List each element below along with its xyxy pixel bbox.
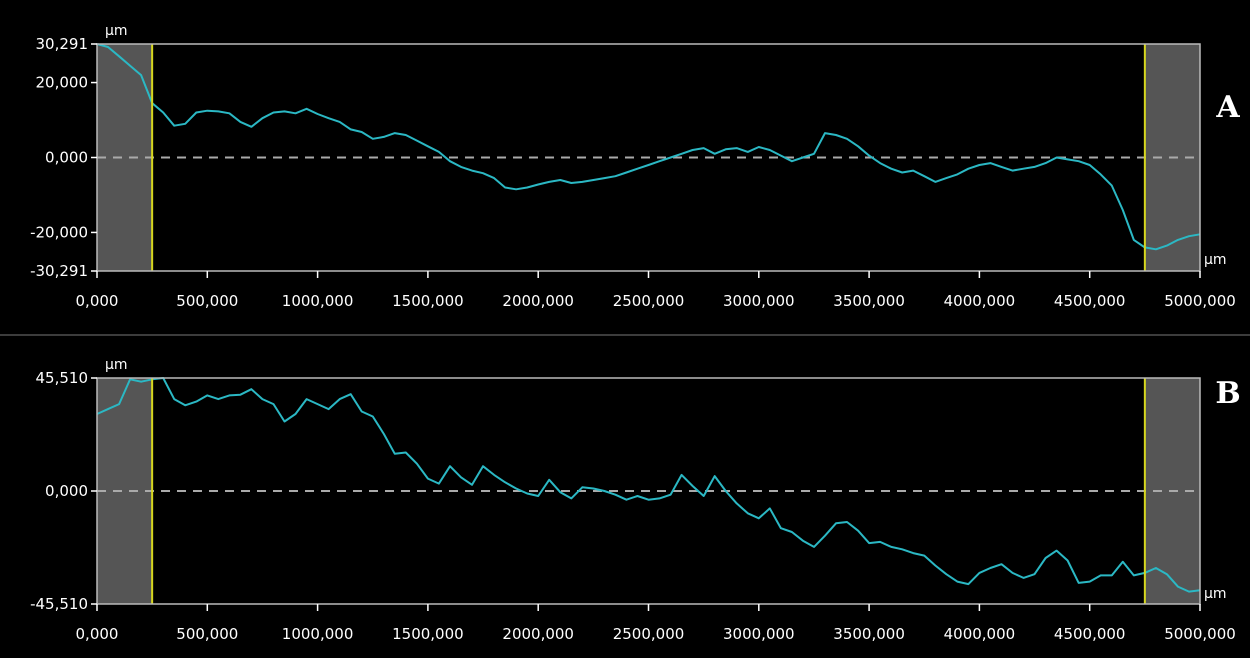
y-tick-label: 0,000 (45, 482, 88, 500)
x-tick-label: 1500,000 (392, 625, 464, 643)
x-tick-label: 4500,000 (1054, 292, 1126, 310)
x-tick-label: 0,000 (76, 292, 119, 310)
x-unit-label: µm (1204, 252, 1227, 268)
x-tick-label: 0,000 (76, 625, 119, 643)
x-tick-label: 3500,000 (833, 625, 905, 643)
x-tick-label: 4000,000 (944, 625, 1016, 643)
panel-label-b: B (1215, 376, 1240, 411)
x-tick-label: 500,000 (176, 292, 238, 310)
y-unit-label: µm (105, 23, 128, 39)
x-tick-label: 1000,000 (282, 292, 354, 310)
x-tick-label: 1000,000 (282, 625, 354, 643)
panel-a: 30,291 20,000 0,000 -20,000 -30,291 0,000 500,… (30, 23, 1240, 310)
x-tick-label: 3500,000 (833, 292, 905, 310)
x-unit-label: µm (1204, 586, 1227, 602)
y-tick-label: 0,000 (45, 149, 88, 167)
y-unit-label: µm (105, 357, 128, 373)
panel-b: 45,510 0,000 -45,510 0,000 500,000 1000,000 15… (30, 357, 1241, 643)
profile-line (96, 43, 1201, 251)
y-tick-label: -45,510 (30, 595, 88, 613)
x-tick-label: 3000,000 (723, 292, 795, 310)
x-tick-label: 3000,000 (723, 625, 795, 643)
y-tick-label: 20,000 (36, 74, 89, 92)
x-tick-label: 4000,000 (944, 292, 1016, 310)
profile-line (96, 377, 1201, 593)
x-tick-label: 2500,000 (613, 292, 685, 310)
x-tick-label: 5000,000 (1164, 625, 1236, 643)
y-tick-label: 45,510 (36, 369, 89, 387)
y-tick-label: 30,291 (36, 35, 89, 53)
x-tick-label: 500,000 (176, 625, 238, 643)
x-tick-label: 2500,000 (613, 625, 685, 643)
cutoff-zone-left (97, 378, 153, 604)
y-tick-label: -30,291 (30, 262, 88, 280)
x-tick-label: 1500,000 (392, 292, 464, 310)
panel-label-a: A (1215, 90, 1240, 125)
x-tick-label: 4500,000 (1054, 625, 1126, 643)
y-tick-label: -20,000 (30, 223, 88, 241)
x-tick-label: 2000,000 (502, 625, 574, 643)
x-tick-label: 2000,000 (502, 292, 574, 310)
x-tick-label: 5000,000 (1164, 292, 1236, 310)
